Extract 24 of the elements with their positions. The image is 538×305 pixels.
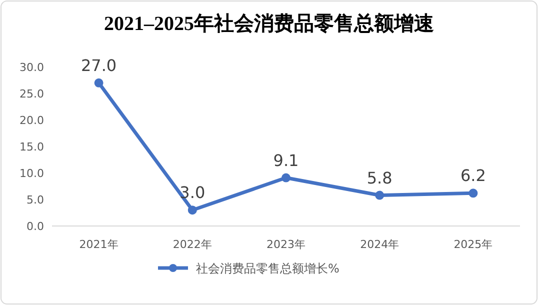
y-tick-label: 20.0	[20, 114, 44, 127]
point	[282, 173, 290, 182]
x-tick-label: 2024年	[360, 238, 400, 251]
y-tick-label: 25.0	[20, 88, 44, 100]
y-tick-label: 0.0	[26, 220, 44, 233]
data-label: 6.2	[460, 166, 486, 186]
x-tick-label: 2025年	[454, 238, 493, 251]
point	[188, 206, 197, 215]
y-tick-label: 5.0	[26, 194, 44, 206]
data-label: 9.1	[273, 150, 299, 170]
point	[94, 78, 104, 88]
point	[375, 190, 384, 200]
chart-title: 2021–2025年社会消费品零售总额增速	[104, 12, 434, 35]
y-tick-label: 30.0	[20, 61, 44, 74]
data-label: 3.0	[180, 183, 206, 202]
data-label: 27.0	[80, 56, 117, 75]
point	[468, 188, 478, 198]
y-tick-label: 15.0	[20, 140, 44, 154]
legend-label: 社会消费品零售总额增长%	[196, 262, 340, 276]
x-tick-label: 2021年	[79, 238, 118, 251]
y-tick-label: 10.0	[20, 167, 44, 180]
data-label: 5.8	[366, 168, 392, 188]
x-tick-label: 2023年	[266, 238, 306, 251]
x-tick-label: 2022年	[172, 238, 212, 251]
